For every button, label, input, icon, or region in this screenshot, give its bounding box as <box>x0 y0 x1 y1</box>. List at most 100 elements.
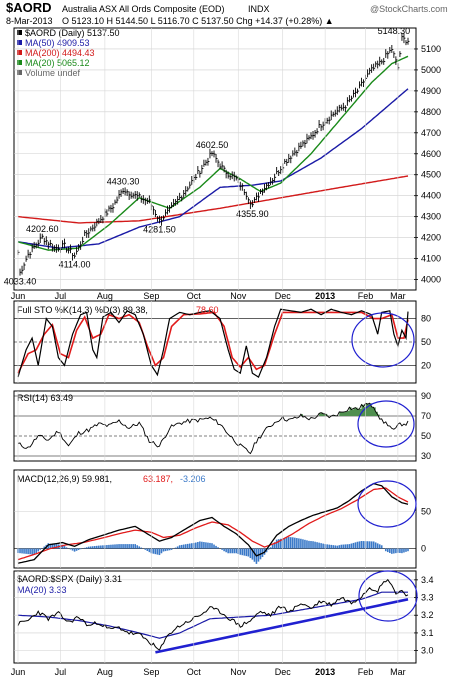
price-tick-label: 5100 <box>421 44 441 54</box>
macd-histogram-bar <box>19 548 21 554</box>
index-name: Australia ASX All Ords Composite (EOD) <box>62 4 225 14</box>
price-legend-entry: Volume undef <box>25 68 81 78</box>
macd-histogram-bar <box>277 539 280 549</box>
price-legend-entry: MA(50) 4909.53 <box>25 38 90 48</box>
macd-histogram-bar <box>197 542 199 549</box>
macd-histogram-bar <box>253 548 256 562</box>
macd-histogram-bar <box>96 545 98 549</box>
macd-histogram-bar <box>292 537 294 549</box>
highlight-circle <box>357 480 417 528</box>
macd-histogram-bar <box>368 541 371 549</box>
rsi-panel-frame <box>13 390 417 462</box>
month-label-top: 2013 <box>315 291 335 301</box>
highlight-circle <box>357 400 415 448</box>
sto-legend-entry: Full STO %K(14,3) %D(3) 89.38, <box>17 305 148 315</box>
macd-histogram-bar <box>314 541 316 549</box>
month-label-bottom: Aug <box>97 667 113 677</box>
macd-histogram-bar <box>102 545 104 549</box>
macd-histogram-bar <box>144 548 147 550</box>
price-annotation: 4430.30 <box>107 176 140 186</box>
month-label-bottom: 2013 <box>315 667 335 677</box>
macd-histogram-bar <box>146 548 149 551</box>
month-label-top: Aug <box>97 291 113 301</box>
macd-legend-entry: 63.187, <box>143 474 173 484</box>
ratio-tick-label: 3.0 <box>421 646 434 656</box>
macd-histogram-bar <box>395 548 397 554</box>
macd-histogram-bar <box>310 541 312 549</box>
macd-histogram-bar <box>201 541 203 549</box>
macd-histogram-bar <box>362 541 365 549</box>
macd-legend-entry: MACD(12,26,9) 59.981, <box>17 474 112 484</box>
month-label-top: Feb <box>358 291 374 301</box>
macd-histogram-bar <box>338 545 341 549</box>
macd-histogram-bar <box>275 539 278 549</box>
sto-tick-label: 80 <box>421 314 431 324</box>
macd-histogram-bar <box>136 545 139 549</box>
macd-histogram-bar <box>245 548 248 557</box>
month-label-bottom: Dec <box>275 667 292 677</box>
macd-histogram-bar <box>271 544 274 549</box>
price-legend-entry: $AORD (Daily) 5137.50 <box>25 28 120 38</box>
macd-histogram-bar <box>164 548 167 552</box>
rsi-overbought-fill <box>300 403 380 416</box>
macd-histogram-bar <box>73 548 76 552</box>
macd-histogram-bar <box>182 544 185 549</box>
price-annotation: 4602.50 <box>196 140 229 150</box>
ratio-tick-label: 3.3 <box>421 593 434 603</box>
macd-histogram-bar <box>106 545 108 549</box>
price-annotation: 5148.30 <box>378 26 411 36</box>
month-label-bottom: Oct <box>187 667 202 677</box>
macd-histogram-bar <box>130 544 132 549</box>
price-tick-label: 4200 <box>421 233 441 243</box>
legend-swatch <box>17 70 22 75</box>
macd-histogram-bar <box>37 548 40 552</box>
ma200-line <box>17 175 409 224</box>
macd-histogram-bar <box>27 548 29 555</box>
price-tick-label: 4400 <box>421 191 441 201</box>
macd-histogram-bar <box>320 543 322 549</box>
macd-histogram-bar <box>403 548 405 553</box>
macd-histogram-bar <box>195 542 197 549</box>
price-tick-label: 4000 <box>421 275 441 285</box>
macd-histogram-bar <box>148 548 151 553</box>
macd-histogram-bar <box>386 548 389 553</box>
month-label-top: Nov <box>230 291 247 301</box>
macd-histogram-bar <box>33 548 35 555</box>
macd-histogram-bar <box>233 548 236 554</box>
sto-k-line <box>17 308 409 378</box>
ratio-line <box>17 578 409 651</box>
macd-histogram-bar <box>128 544 130 549</box>
macd-histogram-bar <box>372 541 375 549</box>
month-label-bottom: Feb <box>358 667 374 677</box>
macd-histogram-bar <box>336 545 339 549</box>
macd-histogram-bar <box>249 548 252 559</box>
trendline <box>155 598 409 654</box>
macd-histogram-bar <box>207 542 209 549</box>
month-label-top: Sep <box>143 291 159 301</box>
macd-histogram-bar <box>162 548 165 552</box>
macd-histogram-bar <box>188 543 191 549</box>
macd-histogram-bar <box>190 543 193 549</box>
macd-histogram-bar <box>77 548 80 551</box>
macd-tick-label: 50 <box>421 507 431 517</box>
macd-histogram-bar <box>118 544 120 549</box>
watermark: @StockCharts.com <box>370 4 448 14</box>
macd-histogram-bar <box>110 544 112 549</box>
macd-histogram-bar <box>186 543 189 549</box>
macd-histogram-bar <box>120 544 122 549</box>
macd-histogram-bar <box>43 546 46 549</box>
rsi-tick-label: 30 <box>421 451 431 461</box>
macd-histogram-bar <box>334 545 337 549</box>
macd-histogram-bar <box>180 544 183 549</box>
quote-line: O 5123.10 H 5144.50 L 5116.70 C 5137.50 … <box>62 16 334 26</box>
legend-swatch <box>17 40 22 45</box>
month-label-top: Mar <box>390 291 406 301</box>
macd-histogram-bar <box>174 547 177 549</box>
macd-histogram-bar <box>239 548 242 555</box>
macd-histogram-bar <box>354 542 357 549</box>
exchange-label: INDX <box>248 4 270 14</box>
macd-histogram-bar <box>304 539 306 549</box>
month-label-top: Jul <box>55 291 67 301</box>
macd-histogram-bar <box>231 548 233 554</box>
price-annotation: 4355.90 <box>236 209 269 219</box>
